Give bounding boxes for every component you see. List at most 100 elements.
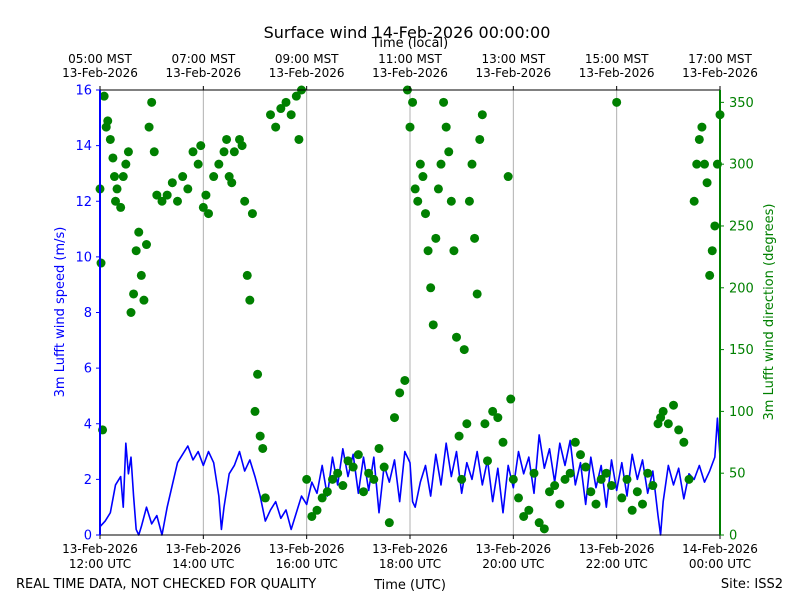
wind-direction-point-36 — [201, 190, 211, 200]
site-label: Site: ISS2 — [721, 577, 783, 592]
wind-direction-point-102 — [449, 246, 459, 256]
wind-direction-point-105 — [457, 474, 467, 484]
chart-title: Surface wind 14-Feb-2026 00:00:00 — [264, 23, 551, 42]
wind-direction-point-118 — [498, 437, 508, 447]
wind-direction-point-57 — [271, 122, 281, 132]
wind-direction-point-13 — [121, 159, 131, 169]
wind-direction-point-69 — [328, 474, 337, 484]
wind-direction-point-12 — [118, 172, 128, 182]
wind-direction-point-138 — [596, 474, 606, 484]
wind-direction-point-31 — [183, 184, 193, 194]
wind-direction-point-93 — [426, 283, 436, 293]
top-tick-time-2: 09:00 MST — [275, 52, 339, 66]
left-axis-ticks: 0 2 4 6 8 10 12 14 16 — [75, 84, 100, 544]
wind-direction-point-160 — [697, 122, 707, 132]
vertical-gridlines — [202, 90, 618, 535]
wind-direction-point-162 — [702, 178, 712, 188]
bottom-tick-date-2: 13-Feb-2026 — [269, 542, 345, 556]
wind-direction-point-68 — [322, 487, 332, 497]
wind-speed-series — [99, 417, 721, 536]
wind-direction-point-85 — [405, 122, 415, 132]
left-tick-label-6: 12 — [75, 195, 92, 210]
wind-direction-point-115 — [483, 456, 492, 466]
wind-direction-point-153 — [669, 400, 678, 410]
wind-direction-point-122 — [514, 493, 523, 503]
wind-direction-point-95 — [431, 233, 441, 243]
left-tick-label-2: 4 — [84, 417, 92, 432]
wind-direction-point-10 — [112, 184, 122, 194]
wind-direction-point-128 — [545, 487, 554, 497]
wind-direction-point-117 — [493, 413, 503, 423]
wind-direction-point-109 — [467, 159, 477, 169]
wind-direction-point-24 — [149, 147, 159, 157]
wind-direction-point-7 — [108, 153, 118, 163]
wind-direction-point-47 — [240, 196, 250, 206]
left-tick-label-7: 14 — [75, 139, 92, 154]
wind-direction-point-114 — [480, 419, 490, 429]
wind-direction-point-87 — [410, 184, 420, 194]
wind-direction-point-19 — [136, 270, 146, 280]
wind-direction-point-29 — [173, 196, 182, 206]
wind-direction-series — [95, 85, 725, 534]
wind-direction-point-61 — [291, 91, 301, 101]
bottom-tick-date-6: 14-Feb-2026 — [682, 542, 758, 556]
wind-direction-point-165 — [710, 221, 720, 231]
right-axis-label: 3m Lufft wind direction (degrees) — [762, 204, 777, 421]
wind-direction-point-28 — [167, 178, 177, 188]
wind-direction-point-77 — [369, 474, 379, 484]
left-axis-label: 3m Lufft wind speed (m/s) — [53, 227, 68, 398]
wind-direction-point-96 — [433, 184, 443, 194]
wind-direction-point-44 — [229, 147, 239, 157]
wind-direction-point-107 — [462, 419, 472, 429]
wind-direction-point-6 — [105, 134, 115, 144]
right-tick-label-2: 100 — [729, 405, 754, 420]
wind-direction-point-39 — [214, 159, 224, 169]
wind-direction-point-76 — [364, 468, 374, 478]
right-tick-label-0: 0 — [729, 529, 737, 544]
bottom-axis-label: Time (UTC) — [373, 578, 446, 593]
right-axis-ticks: 0 50 100 150 200 250 300 350 — [720, 96, 754, 544]
top-tick-date-1: 13-Feb-2026 — [165, 66, 241, 80]
left-tick-label-3: 6 — [84, 362, 92, 377]
wind-direction-point-59 — [281, 97, 291, 107]
bottom-tick-time-6: 00:00 UTC — [689, 557, 751, 571]
bottom-tick-time-0: 12:00 UTC — [69, 557, 131, 571]
wind-direction-point-25 — [152, 190, 162, 200]
top-tick-time-4: 13:00 MST — [481, 52, 545, 66]
wind-direction-point-22 — [144, 122, 154, 132]
wind-direction-point-62 — [294, 134, 304, 144]
wind-direction-point-108 — [464, 196, 474, 206]
wind-direction-point-18 — [134, 227, 144, 237]
bottom-tick-date-4: 13-Feb-2026 — [475, 542, 551, 556]
wind-direction-point-50 — [247, 209, 257, 219]
left-tick-label-1: 2 — [84, 473, 92, 488]
wind-direction-point-46 — [237, 141, 247, 151]
wind-direction-point-35 — [198, 202, 208, 212]
wind-direction-point-120 — [506, 394, 516, 404]
top-tick-date-3: 13-Feb-2026 — [372, 66, 448, 80]
wind-direction-point-142 — [617, 493, 627, 503]
wind-direction-point-110 — [470, 233, 480, 243]
wind-direction-point-163 — [705, 270, 715, 280]
wind-direction-point-67 — [317, 493, 327, 503]
wind-direction-point-9 — [111, 196, 120, 206]
wind-direction-point-79 — [379, 462, 389, 472]
wind-direction-point-27 — [162, 190, 172, 200]
wind-direction-point-116 — [488, 406, 498, 416]
wind-direction-point-112 — [475, 134, 485, 144]
wind-direction-point-49 — [245, 295, 255, 305]
wind-direction-point-64 — [302, 474, 312, 484]
wind-direction-point-127 — [539, 524, 549, 534]
wind-direction-point-60 — [286, 110, 296, 120]
wind-direction-point-94 — [428, 320, 438, 330]
wind-direction-point-139 — [601, 468, 611, 478]
wind-direction-point-144 — [627, 505, 637, 515]
wind-direction-point-80 — [384, 518, 394, 528]
wind-direction-point-21 — [142, 240, 151, 250]
wind-direction-point-3 — [99, 91, 109, 101]
wind-direction-point-71 — [338, 481, 348, 491]
right-tick-label-1: 50 — [729, 467, 746, 482]
top-axis-label: Time (local) — [371, 36, 448, 51]
right-tick-label-7: 350 — [729, 96, 754, 111]
